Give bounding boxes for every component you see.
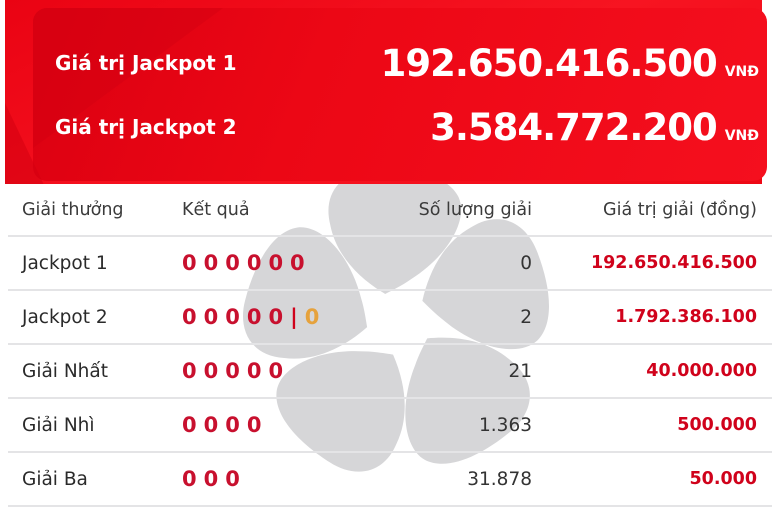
column-header-result: Kết quả	[182, 199, 250, 220]
prize-value: 500.000	[677, 415, 757, 435]
jackpot1-label: Giá trị Jackpot 1	[55, 51, 237, 75]
match-balls: 00000	[182, 305, 291, 329]
jackpot2-currency: VNĐ	[724, 127, 759, 144]
jackpot1-currency: VNĐ	[724, 63, 759, 80]
column-header-value: Giá trị giải (đồng)	[603, 199, 757, 220]
prize-name: Giải Ba	[22, 468, 88, 490]
match-balls: 0000	[182, 413, 269, 437]
prize-value: 192.650.416.500	[590, 253, 757, 273]
winner-count: 1.363	[479, 414, 532, 436]
match-balls: 000000	[182, 251, 312, 275]
bonus-separator: |	[290, 305, 305, 329]
prize-name: Giải Nhì	[22, 414, 95, 436]
winner-count: 2	[520, 306, 532, 328]
jackpot-banner: Giá trị Jackpot 1 192.650.416.500 VNĐ Gi…	[5, 0, 767, 184]
result-balls: 000	[182, 467, 352, 491]
results-table: Giải thưởng Kết quả Số lượng giải Giá tr…	[8, 184, 772, 507]
jackpot2-value: 3.584.772.200	[430, 105, 718, 149]
match-balls: 00000	[182, 359, 291, 383]
result-balls: 0000	[182, 413, 352, 437]
jackpot2-label: Giá trị Jackpot 2	[55, 115, 237, 139]
prize-name: Jackpot 1	[22, 252, 108, 274]
result-balls: 00000	[182, 359, 352, 383]
table-row-giai-ba: Giải Ba 000 31.878 50.000	[8, 453, 772, 507]
prize-value: 1.792.386.100	[615, 307, 757, 327]
table-row-giai-nhat: Giải Nhất 00000 21 40.000.000	[8, 345, 772, 399]
table-header: Giải thưởng Kết quả Số lượng giải Giá tr…	[8, 184, 772, 237]
column-header-prize: Giải thưởng	[22, 199, 124, 220]
prize-name: Jackpot 2	[22, 306, 108, 328]
table-row-jackpot1: Jackpot 1 000000 0 192.650.416.500	[8, 237, 772, 291]
jackpot1-row: Giá trị Jackpot 1 192.650.416.500 VNĐ	[53, 34, 759, 92]
match-balls: 000	[182, 467, 247, 491]
result-balls: 00000|0	[182, 305, 352, 329]
winner-count: 31.878	[467, 468, 532, 490]
winner-count: 21	[508, 360, 532, 382]
prize-value: 40.000.000	[646, 361, 757, 381]
column-header-count: Số lượng giải	[418, 199, 532, 220]
prize-name: Giải Nhất	[22, 360, 108, 382]
result-balls: 000000	[182, 251, 352, 275]
bonus-ball: 0	[304, 305, 327, 329]
prize-value: 50.000	[689, 469, 757, 489]
jackpot2-row: Giá trị Jackpot 2 3.584.772.200 VNĐ	[53, 98, 759, 156]
table-row-giai-nhi: Giải Nhì 0000 1.363 500.000	[8, 399, 772, 453]
jackpot2-value-wrap: 3.584.772.200 VNĐ	[430, 106, 759, 149]
table-row-jackpot2: Jackpot 2 00000|0 2 1.792.386.100	[8, 291, 772, 345]
jackpot1-value-wrap: 192.650.416.500 VNĐ	[381, 42, 759, 85]
jackpot1-value: 192.650.416.500	[380, 41, 718, 85]
jackpot-box: Giá trị Jackpot 1 192.650.416.500 VNĐ Gi…	[33, 8, 767, 181]
winner-count: 0	[520, 252, 532, 274]
